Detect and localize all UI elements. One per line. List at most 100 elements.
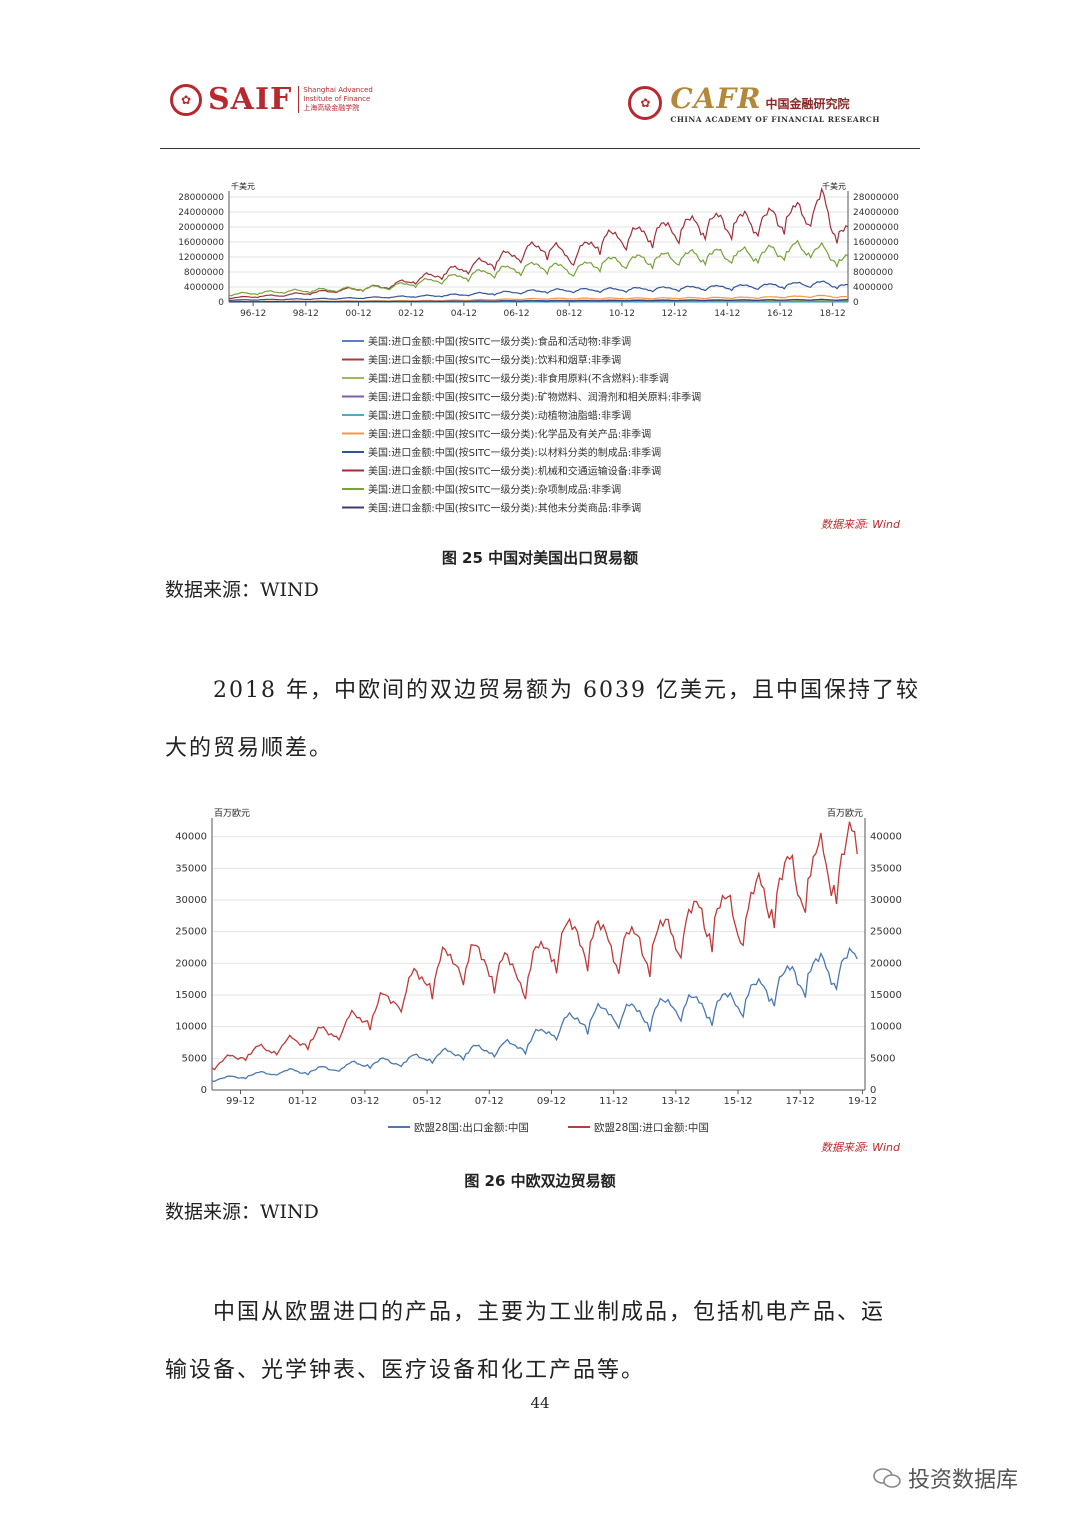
source-note: 数据来源: Wind [821,518,901,531]
y-tick-left-4: 16000000 [178,238,224,248]
y-tick-right-5: 20000000 [853,223,899,233]
legend-label-4: 美国:进口金额:中国(按SITC一级分类):动植物油脂蜡:非季调 [368,409,631,422]
y-tick-right-4: 16000000 [853,238,899,248]
cafr-seal-icon: ✿ [628,86,663,120]
y-tick-left-2: 8000000 [184,268,224,278]
cafr-logo-text: CAFR [670,82,762,115]
page-number: 44 [530,1394,550,1412]
x-tick-label-0: 96-12 [240,309,266,319]
saif-sub-en2: Institute of Finance [303,95,371,103]
saif-sub-cn: 上海高级金融学院 [303,104,360,112]
x-tick-label-4: 04-12 [451,309,477,319]
series-line-8 [228,239,849,297]
paragraph-1-line-1: 2018 年，中欧间的双边贸易额为 6039 亿美元，且中国保持了较 [213,678,920,703]
y-tick-right-6: 24000000 [853,208,899,218]
y-tick-right-1: 5000 [870,1053,895,1064]
x-tick-label-5: 06-12 [503,309,529,319]
y-tick-right-0: 0 [853,298,859,308]
series-line-1 [211,821,858,1071]
y-tick-left-1: 4000000 [184,283,224,293]
y-tick-right-7: 28000000 [853,193,899,203]
saif-subtitle: Shanghai Advanced Institute of Finance 上… [298,86,373,113]
legend-label-7: 美国:进口金额:中国(按SITC一级分类):机械和交通运输设备:非季调 [368,465,661,478]
x-tick-label-0: 99-12 [226,1096,255,1107]
x-tick-label-8: 15-12 [723,1096,752,1107]
x-tick-label-9: 17-12 [786,1096,815,1107]
figure-26-source: 数据来源：WIND [165,1201,319,1223]
y-tick-left-0: 0 [201,1085,207,1096]
y-tick-left-6: 30000 [175,895,207,906]
x-tick-label-3: 02-12 [398,309,424,319]
y-tick-left-4: 20000 [175,958,207,969]
x-tick-label-6: 11-12 [599,1096,628,1107]
x-tick-label-11: 18-12 [820,309,846,319]
legend-label-9: 美国:进口金额:中国(按SITC一级分类):其他未分类商品:非季调 [368,502,641,515]
y-tick-right-3: 15000 [870,990,902,1001]
paragraph-1-line-2: 大的贸易顺差。 [165,736,334,761]
y-tick-right-7: 35000 [870,863,902,874]
y-tick-left-6: 24000000 [178,208,224,218]
x-tick-label-2: 00-12 [345,309,371,319]
x-tick-label-2: 03-12 [350,1096,379,1107]
watermark-text: 投资数据库 [908,1468,1019,1493]
legend-label-0: 欧盟28国:出口金额:中国 [414,1121,529,1134]
y-tick-right-2: 8000000 [853,268,893,278]
y-tick-right-0: 0 [870,1085,876,1096]
x-tick-label-7: 10-12 [609,309,635,319]
series-line-6 [229,280,849,301]
y-tick-right-5: 25000 [870,927,902,938]
y-unit-left: 百万欧元 [214,807,250,819]
figure-25-source: 数据来源：WIND [165,579,319,601]
legend-label-0: 美国:进口金额:中国(按SITC一级分类):食品和活动物:非季调 [368,335,631,348]
x-tick-label-3: 05-12 [413,1096,442,1107]
y-tick-left-5: 25000 [175,927,207,938]
page-header: ✿ SAIF Shanghai Advanced Institute of Fi… [160,74,920,149]
series-line-0 [211,946,858,1082]
y-tick-right-4: 20000 [870,958,902,969]
saif-sub-en1: Shanghai Advanced [303,86,373,94]
x-tick-label-1: 98-12 [293,309,319,319]
legend-label-8: 美国:进口金额:中国(按SITC一级分类):杂项制成品:非季调 [368,483,621,496]
series-line-7 [228,186,849,300]
y-tick-left-2: 10000 [175,1022,207,1033]
y-tick-left-0: 0 [218,298,224,308]
saif-logo-text: SAIF [208,82,293,117]
legend-label-6: 美国:进口金额:中国(按SITC一级分类):以材料分类的制成品:非季调 [368,446,661,459]
y-tick-left-7: 35000 [175,863,207,874]
y-tick-right-8: 40000 [870,832,902,843]
y-tick-right-6: 30000 [870,895,902,906]
y-tick-left-3: 12000000 [178,253,224,263]
y-tick-left-1: 5000 [182,1053,207,1064]
x-tick-label-6: 08-12 [556,309,582,319]
x-tick-label-1: 01-12 [288,1096,317,1107]
paragraph-2-line-1: 中国从欧盟进口的产品，主要为工业制成品，包括机电产品、运 [213,1300,886,1325]
x-tick-label-4: 07-12 [475,1096,504,1107]
saif-seal-icon: ✿ [170,83,202,116]
x-tick-label-9: 14-12 [714,309,740,319]
legend-label-1: 美国:进口金额:中国(按SITC一级分类):饮料和烟草:非季调 [368,354,621,367]
chart-us-imports-from-china: 0 0 4000000 4000000 8000000 8000000 12000000 12… [178,181,901,531]
figure-26-caption: 图 26 中欧双边贸易额 [464,1172,616,1190]
y-tick-right-2: 10000 [870,1022,902,1033]
x-tick-label-5: 09-12 [537,1096,566,1107]
source-note: 数据来源: Wind [821,1141,901,1154]
y-unit-left: 千美元 [231,181,255,191]
wechat-icon [873,1468,901,1488]
cafr-logo: ✿ CAFR 中国金融研究院 CHINA ACADEMY OF FINANCIA… [628,82,880,124]
cafr-cn-name: 中国金融研究院 [765,97,850,111]
legend-label-2: 美国:进口金额:中国(按SITC一级分类):非食用原料(不含燃料):非季调 [368,372,669,385]
saif-logo: ✿ SAIF Shanghai Advanced Institute of Fi… [170,82,373,117]
legend-label-5: 美国:进口金额:中国(按SITC一级分类):化学品及有关产品:非季调 [368,428,651,441]
figure-25-caption: 图 25 中国对美国出口贸易额 [441,549,639,567]
cafr-en-name: CHINA ACADEMY OF FINANCIAL RESEARCH [670,115,880,124]
watermark: 投资数据库 [872,1462,1018,1494]
series-line-9 [228,298,848,303]
x-tick-label-10: 16-12 [767,309,793,319]
paragraph-2-line-2: 输设备、光学钟表、医疗设备和化工产品等。 [165,1358,646,1383]
x-tick-label-10: 19-12 [848,1096,877,1107]
y-tick-left-3: 15000 [175,990,207,1001]
y-tick-left-8: 40000 [175,832,207,843]
y-tick-right-3: 12000000 [853,253,899,263]
y-tick-right-1: 4000000 [853,283,893,293]
x-tick-label-8: 12-12 [662,309,688,319]
